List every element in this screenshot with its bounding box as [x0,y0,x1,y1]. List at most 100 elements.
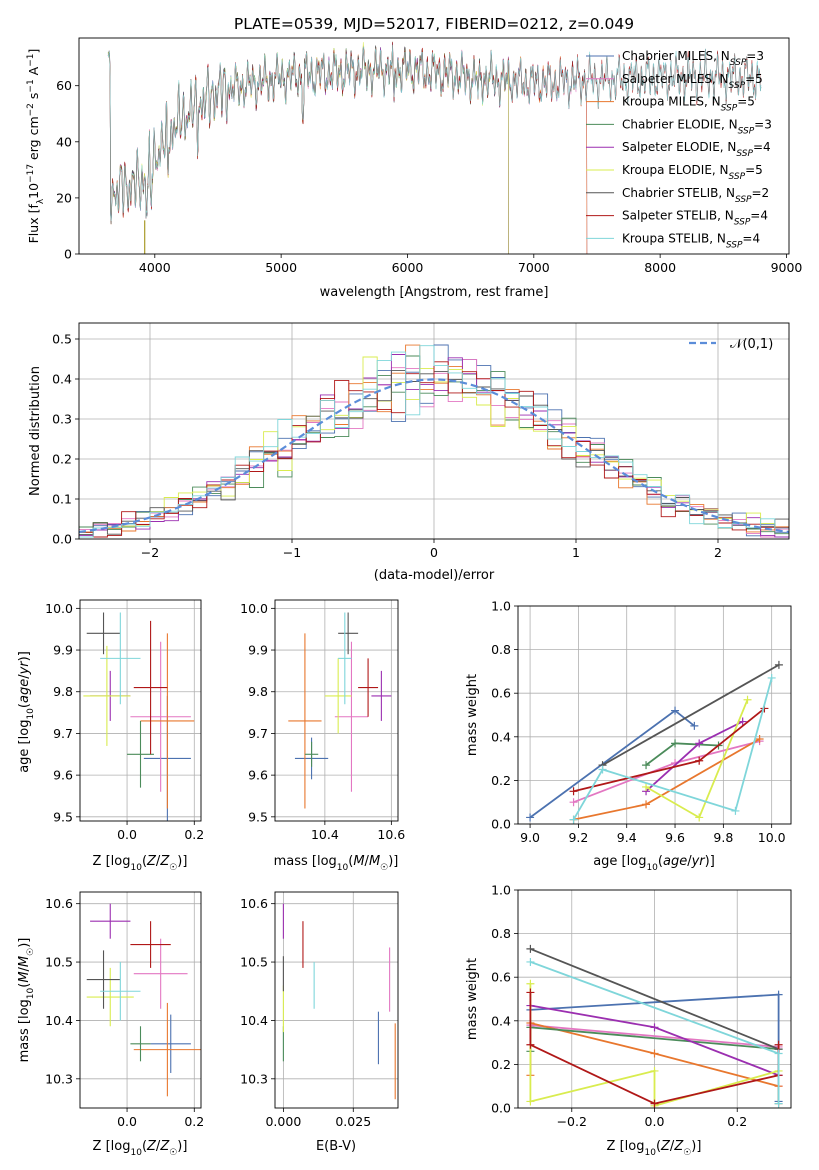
weight-marker [650,1023,659,1032]
weight-marker [695,739,704,748]
x-tick-label: 10.6 [377,827,405,842]
axes-frame [517,889,792,1109]
weight-marker [526,957,535,966]
weight-marker [569,787,578,796]
y-tick-label: 10.5 [240,955,268,970]
weight-line [573,738,761,821]
x-tick-label: 4000 [139,260,171,275]
weight-marker [774,1099,783,1108]
y-tick-label: 10.6 [240,896,268,911]
y-tick-label: 10.5 [45,955,73,970]
plot-area-z-weight [526,944,783,1108]
plot-area-spectrum [107,41,762,254]
histogram-salpeter-stelib [79,361,789,538]
weight-marker [690,721,699,730]
x-tick-label: 9.6 [665,830,685,845]
weight-marker [526,979,535,988]
y-axis-label: Flux [fλ10−17 erg cm−2 s−1 A−1] [26,49,46,244]
x-tick-label: 1 [572,545,580,560]
weight-marker [650,1049,659,1058]
x-axis-label: mass [log10(M/M☉)] [274,854,399,873]
y-tick-label: 10.0 [45,601,73,616]
y-tick-label: 10.0 [240,601,268,616]
y-tick-label: 0 [64,247,72,262]
x-tick-label: 6000 [392,260,424,275]
y-tick-label: 9.6 [248,768,268,783]
weight-line [602,664,780,766]
y-tick-label: 1.0 [491,599,511,614]
x-tick-label: 2 [714,545,722,560]
x-tick-label: 10.0 [758,830,786,845]
x-tick-label: 10.4 [311,827,339,842]
legend: Chabrier MILES, NSSP=3 Salpeter MILES, NS… [586,49,772,250]
weight-marker [671,739,680,748]
x-axis-label: Z [log10(Z/Z☉)] [93,854,188,873]
x-axis-label: Z [log10(Z/Z☉)] [607,1139,702,1158]
x-tick-label: 0.0 [117,827,137,842]
weight-marker [767,673,776,682]
plot-area-ebv-mass [282,903,396,1100]
x-tick-label: −1 [283,545,301,560]
x-tick-label: 8000 [644,260,676,275]
legend-label: Chabrier STELIB, NSSP=2 [622,186,769,205]
y-tick-label: 10.4 [240,1013,268,1028]
x-tick-label: 0.0 [645,1114,665,1129]
y-tick-label: 1.0 [491,883,511,898]
x-axis-label: (data-model)/error [374,568,495,583]
weight-marker [731,806,740,815]
legend-label: Salpeter ELODIE, NSSP=4 [622,140,771,159]
y-tick-label: 9.8 [53,684,73,699]
weight-marker [598,765,607,774]
weight-marker [569,798,578,807]
y-tick-label: 0.0 [52,532,72,547]
panel-ebv-mass: 0.000 0.025 10.3 10.4 10.5 10.6 E(B-V) [240,891,399,1154]
x-tick-label: 9.0 [520,830,540,845]
y-axis-label: age [log10(age/yr)] [17,651,36,773]
histogram-kroupa-stelib [79,345,789,538]
y-tick-label: 9.5 [53,809,73,824]
legend-label: Salpeter STELIB, NSSP=4 [622,209,768,228]
spectrum-line [107,42,509,254]
y-tick-label: 10.3 [240,1071,268,1086]
y-tick-label: 9.7 [248,726,268,741]
y-tick-label: 0.2 [491,1057,511,1072]
y-tick-label: 9.9 [53,643,73,658]
plot-area-z-age [83,612,195,821]
y-tick-label: 0.2 [52,452,72,467]
spectrum-line [107,44,762,222]
weight-marker [755,734,764,743]
weight-marker [774,660,783,669]
axes-frame [78,37,790,255]
weight-line [530,948,779,1050]
plot-area-age-weight [526,660,783,824]
legend-label: Kroupa MILES, NSSP=5 [622,95,755,114]
weight-marker [743,695,752,704]
y-tick-label: 9.5 [248,809,268,824]
weight-marker [695,756,704,765]
x-tick-label: 9.2 [568,830,588,845]
panel-spectrum: 4000 5000 6000 7000 8000 9000 0 20 40 60 wavelengt… [26,37,803,300]
legend: 𝒩(0,1) [689,337,773,352]
x-tick-label: 7000 [518,260,550,275]
x-tick-label: 0.2 [727,1114,747,1129]
legend-label: Kroupa ELODIE, NSSP=5 [622,163,763,182]
weight-marker [738,717,747,726]
x-axis-label: age [log10(age/yr)] [593,854,715,873]
y-tick-label: 9.7 [53,726,73,741]
panel-z-age: 0.0 0.2 9.5 9.6 9.7 9.8 9.9 10.0 Z [log10(Z/Z☉)]… [17,599,204,873]
weight-marker [650,1099,659,1108]
legend-label: 𝒩(0,1) [730,337,773,352]
weight-marker [526,944,535,953]
x-tick-label: 0.0 [117,1114,137,1129]
x-tick-label: 0.000 [265,1114,301,1129]
x-tick-label: 9000 [771,260,803,275]
figure-title: PLATE=0539, MJD=52017, FIBERID=0212, z=0… [234,15,634,33]
x-axis-label: E(B-V) [316,1139,356,1154]
weight-marker [526,988,535,997]
weight-marker [642,761,651,770]
x-axis-label: Z [log10(Z/Z☉)] [93,1139,188,1158]
x-tick-label: −2 [141,545,159,560]
y-axis-label: Normed distribution [28,366,43,496]
panel-residuals: −2 −1 0 1 2 0.0 0.1 0.2 0.3 0.4 0.5 (data-model)/er… [28,322,790,583]
weight-marker [695,813,704,822]
